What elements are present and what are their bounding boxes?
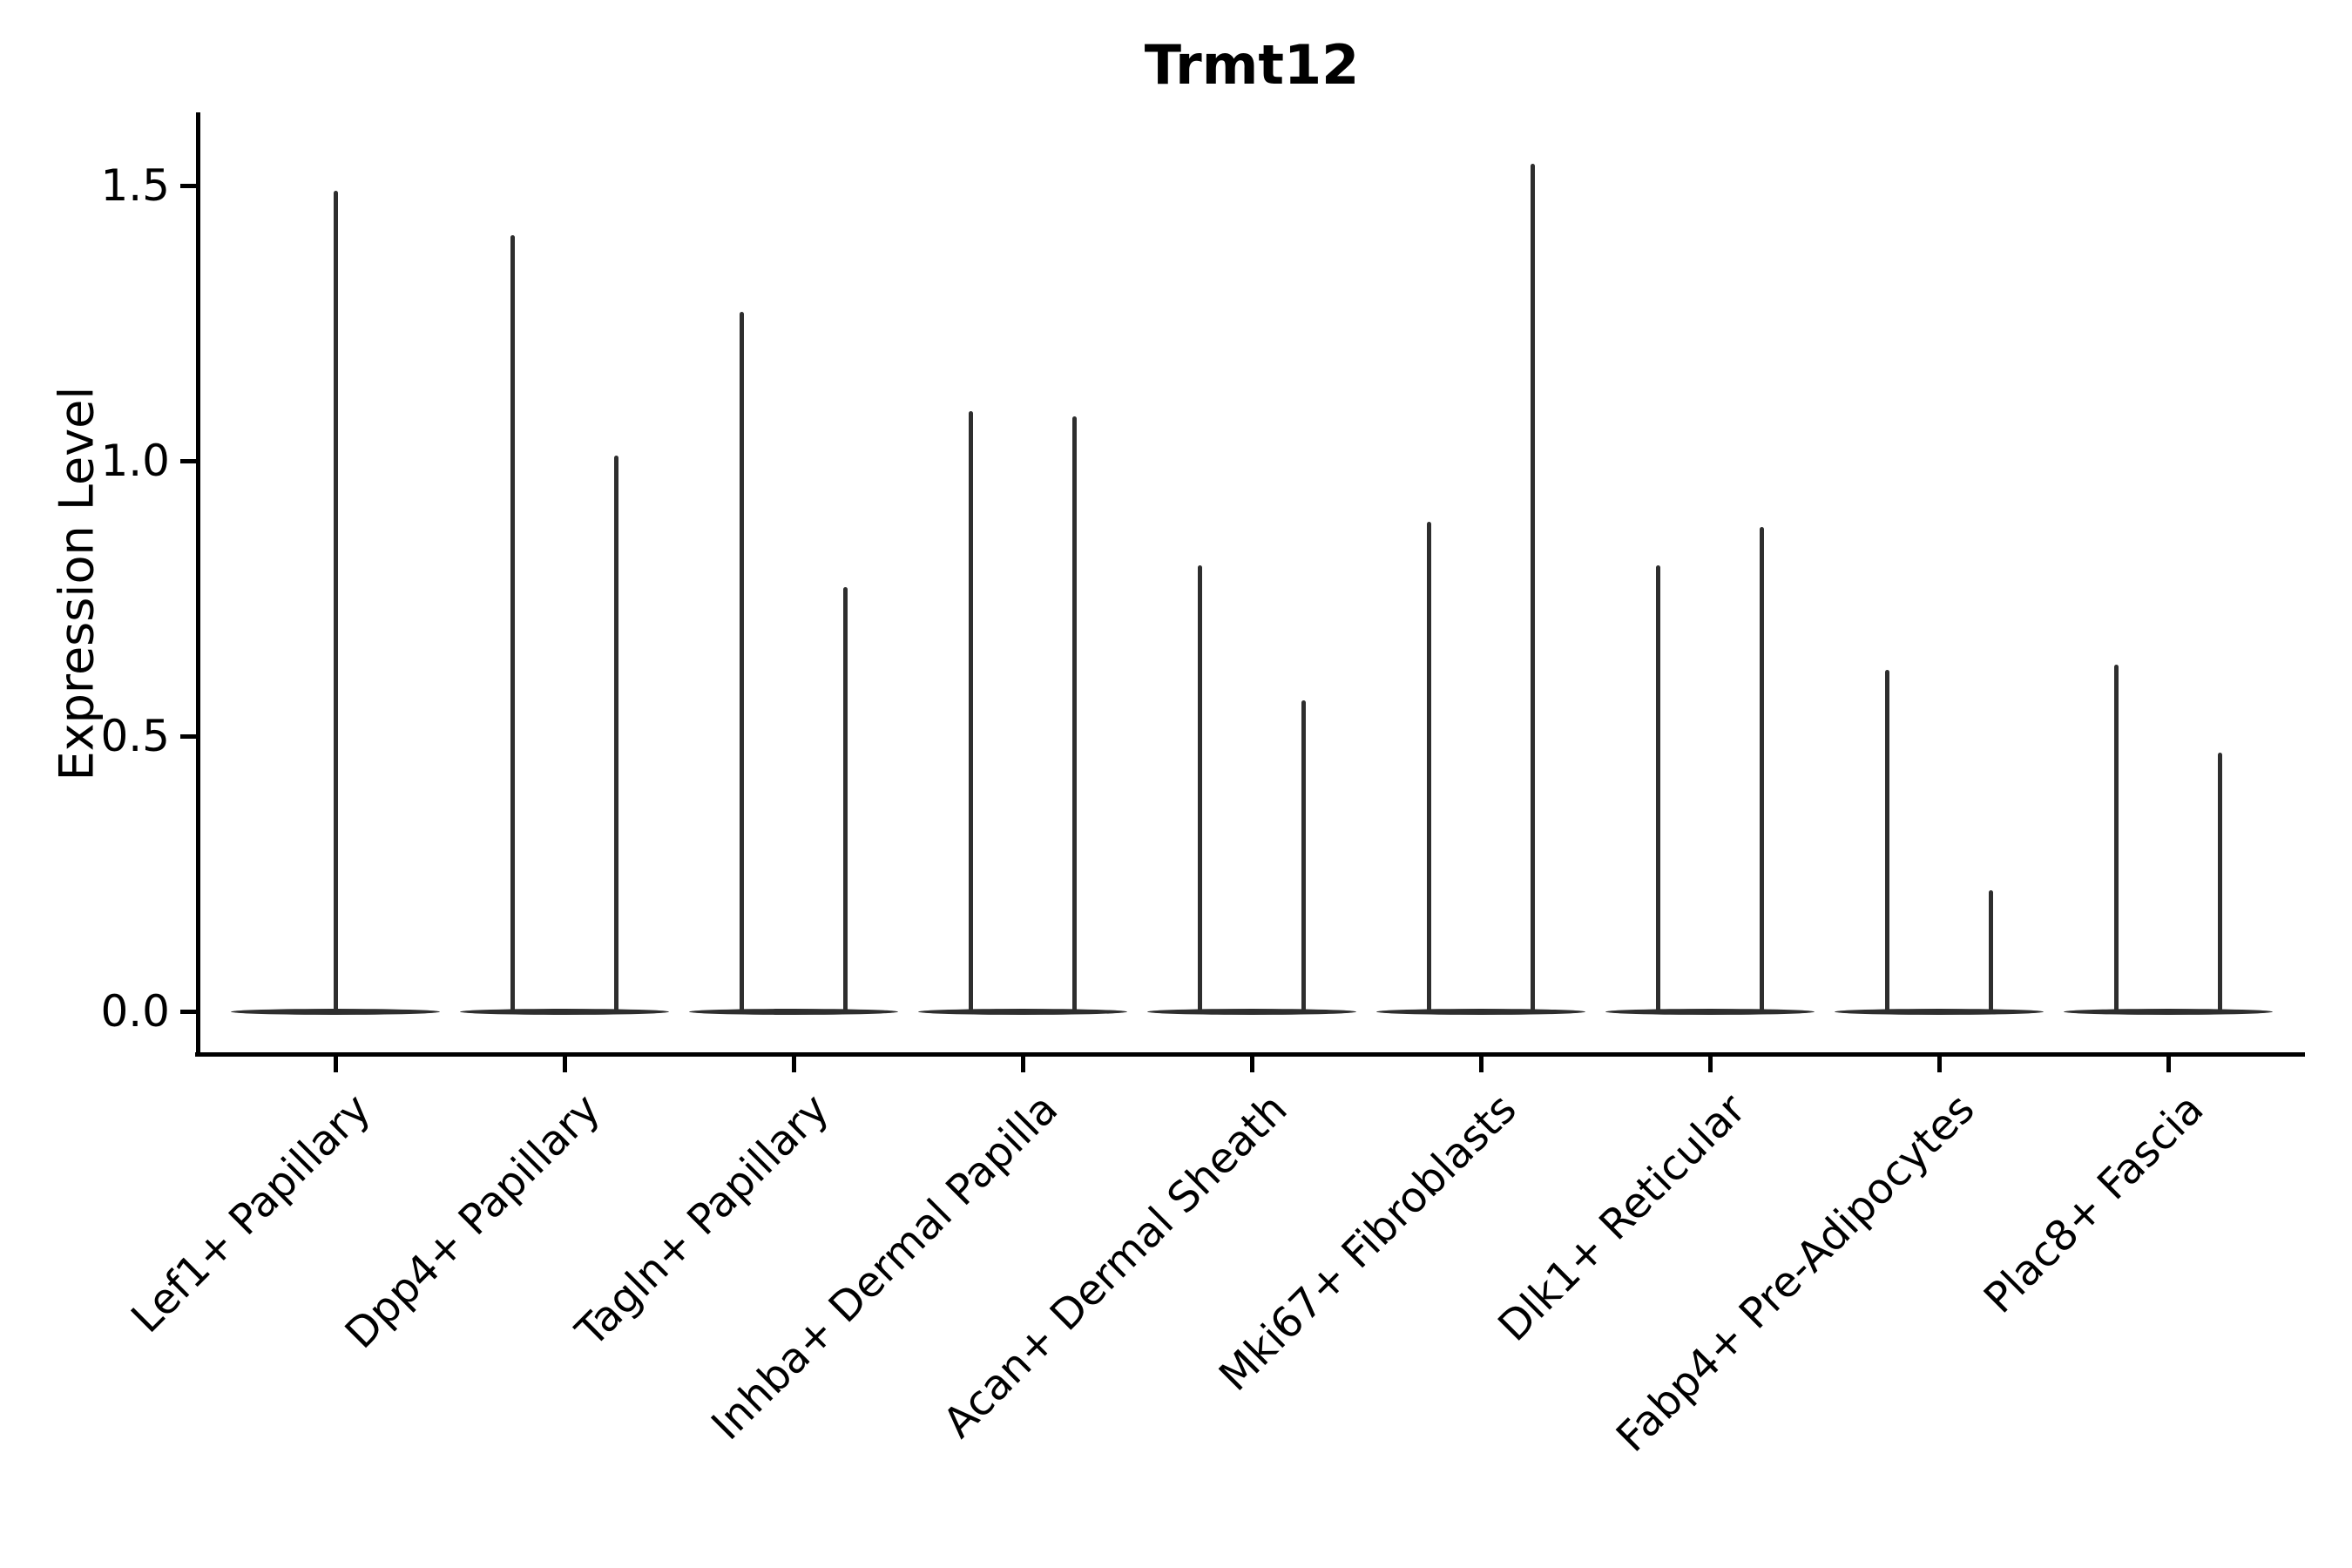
violin-spike [1427, 521, 1431, 1013]
violin-spike [333, 191, 338, 1013]
y-axis-line [196, 112, 200, 1057]
x-tick-mark [1021, 1057, 1025, 1072]
x-tick-label: Lef1+ Papillary [122, 1085, 381, 1342]
y-tick-mark [180, 1010, 196, 1014]
x-tick-mark [2166, 1057, 2171, 1072]
x-tick-label: Dlk1+ Reticular [1488, 1085, 1755, 1351]
y-tick-mark [180, 734, 196, 739]
x-tick-mark [792, 1057, 796, 1072]
y-tick-label: 1.0 [100, 436, 170, 486]
violin-body [689, 1009, 898, 1015]
violin-spike [1760, 526, 1764, 1013]
violin-body [2064, 1009, 2273, 1015]
violin-spike [1989, 889, 1993, 1013]
violin-spike [1885, 670, 1889, 1013]
x-tick-mark [334, 1057, 338, 1072]
x-axis-line [195, 1052, 2305, 1057]
x-tick-mark [1708, 1057, 1713, 1072]
x-tick-label: Plac8+ Fascia [1975, 1085, 2213, 1323]
violin-spike [2114, 664, 2119, 1013]
x-tick-label: Tagln+ Papillary [566, 1085, 839, 1356]
violin-spike [1198, 565, 1202, 1013]
y-tick-label: 0.0 [100, 986, 170, 1037]
violin-body [1605, 1009, 1815, 1015]
y-tick-mark [180, 184, 196, 188]
violin-body [1376, 1009, 1585, 1015]
violin-spike [740, 312, 744, 1013]
x-tick-label: Dpp4+ Papillary [335, 1085, 610, 1359]
x-tick-mark [1937, 1057, 1942, 1072]
violin-spike [1531, 163, 1535, 1013]
violin-spike [614, 455, 618, 1013]
y-tick-label: 1.5 [100, 160, 170, 211]
violin-spike [1072, 416, 1077, 1013]
x-tick-mark [1479, 1057, 1484, 1072]
x-tick-mark [1250, 1057, 1254, 1072]
violin-body [1147, 1009, 1356, 1015]
violin-body [1835, 1009, 2044, 1015]
violin-body [918, 1009, 1127, 1015]
violin-spike [2218, 752, 2222, 1013]
chart-title: Trmt12 [1144, 33, 1360, 97]
violin-spike [843, 587, 848, 1013]
violin-body [460, 1009, 669, 1015]
violin-spike [1656, 565, 1660, 1013]
x-tick-mark [563, 1057, 567, 1072]
y-tick-mark [180, 459, 196, 463]
violin-spike [510, 234, 515, 1013]
y-tick-label: 0.5 [100, 711, 170, 761]
violin-spike [1301, 700, 1306, 1013]
violin-spike [969, 411, 973, 1013]
